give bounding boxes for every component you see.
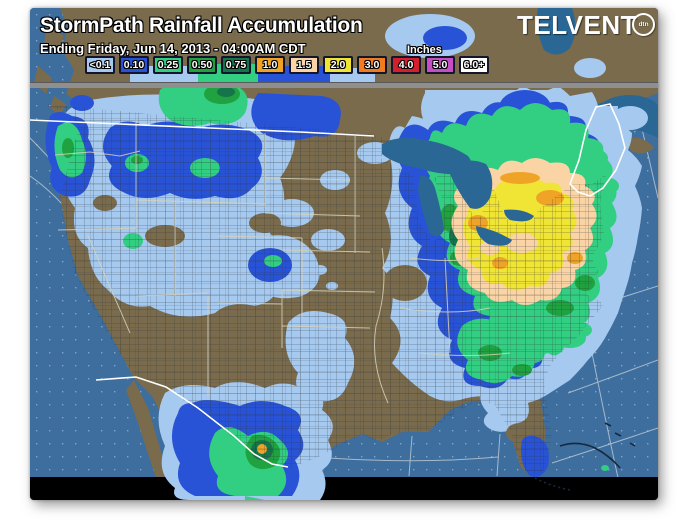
coastal-island [44, 20, 64, 54]
map-header: StormPath Rainfall Accumulation Ending F… [30, 8, 658, 88]
header-separator [30, 82, 658, 88]
legend-item: 0.10 [119, 56, 149, 74]
telvent-logo: TELVENT dtn [517, 12, 655, 38]
valid-time-label: Ending Friday, Jun 14, 2013 - 04:00AM CD… [40, 41, 306, 56]
rainfall-map [30, 8, 658, 500]
legend-item: 1.5 [289, 56, 319, 74]
legend-item: 1.0 [255, 56, 285, 74]
legend-row: <0.1 0.10 0.25 0.50 0.75 1.0 1.5 2.0 3.0 4.0 5.0 6.… [85, 56, 493, 74]
weather-map-frame: StormPath Rainfall Accumulation Ending F… [30, 8, 658, 500]
legend-item: 6.0+ [459, 56, 489, 74]
country-borders [30, 103, 626, 468]
great-lakes [382, 137, 534, 246]
lake-huron [450, 160, 493, 209]
us-canada-border [30, 119, 375, 137]
cuba-outline [559, 442, 621, 469]
page-title: StormPath Rainfall Accumulation [40, 14, 363, 37]
legend-item: <0.1 [85, 56, 115, 74]
legend-item: 5.0 [425, 56, 455, 74]
us-mexico-border [95, 376, 289, 468]
lake-superior [382, 137, 472, 175]
legend-item: 0.50 [187, 56, 217, 74]
telvent-logo-text: TELVENT [516, 10, 637, 40]
units-label: Inches [407, 44, 442, 56]
bahamas [604, 422, 636, 447]
legend-item: 0.25 [153, 56, 183, 74]
legend-item: 4.0 [391, 56, 421, 74]
lake-erie [476, 226, 512, 246]
lake-ontario [504, 209, 534, 222]
lake-michigan [418, 175, 444, 237]
legend-item: 2.0 [323, 56, 353, 74]
state-borders [54, 120, 511, 404]
nova-scotia [630, 137, 654, 154]
legend-item: 0.75 [221, 56, 251, 74]
caribbean [534, 422, 636, 491]
maine-border [569, 103, 626, 197]
legend-item: 3.0 [357, 56, 387, 74]
dtn-badge-icon: dtn [632, 13, 655, 36]
james-bay [536, 8, 576, 55]
